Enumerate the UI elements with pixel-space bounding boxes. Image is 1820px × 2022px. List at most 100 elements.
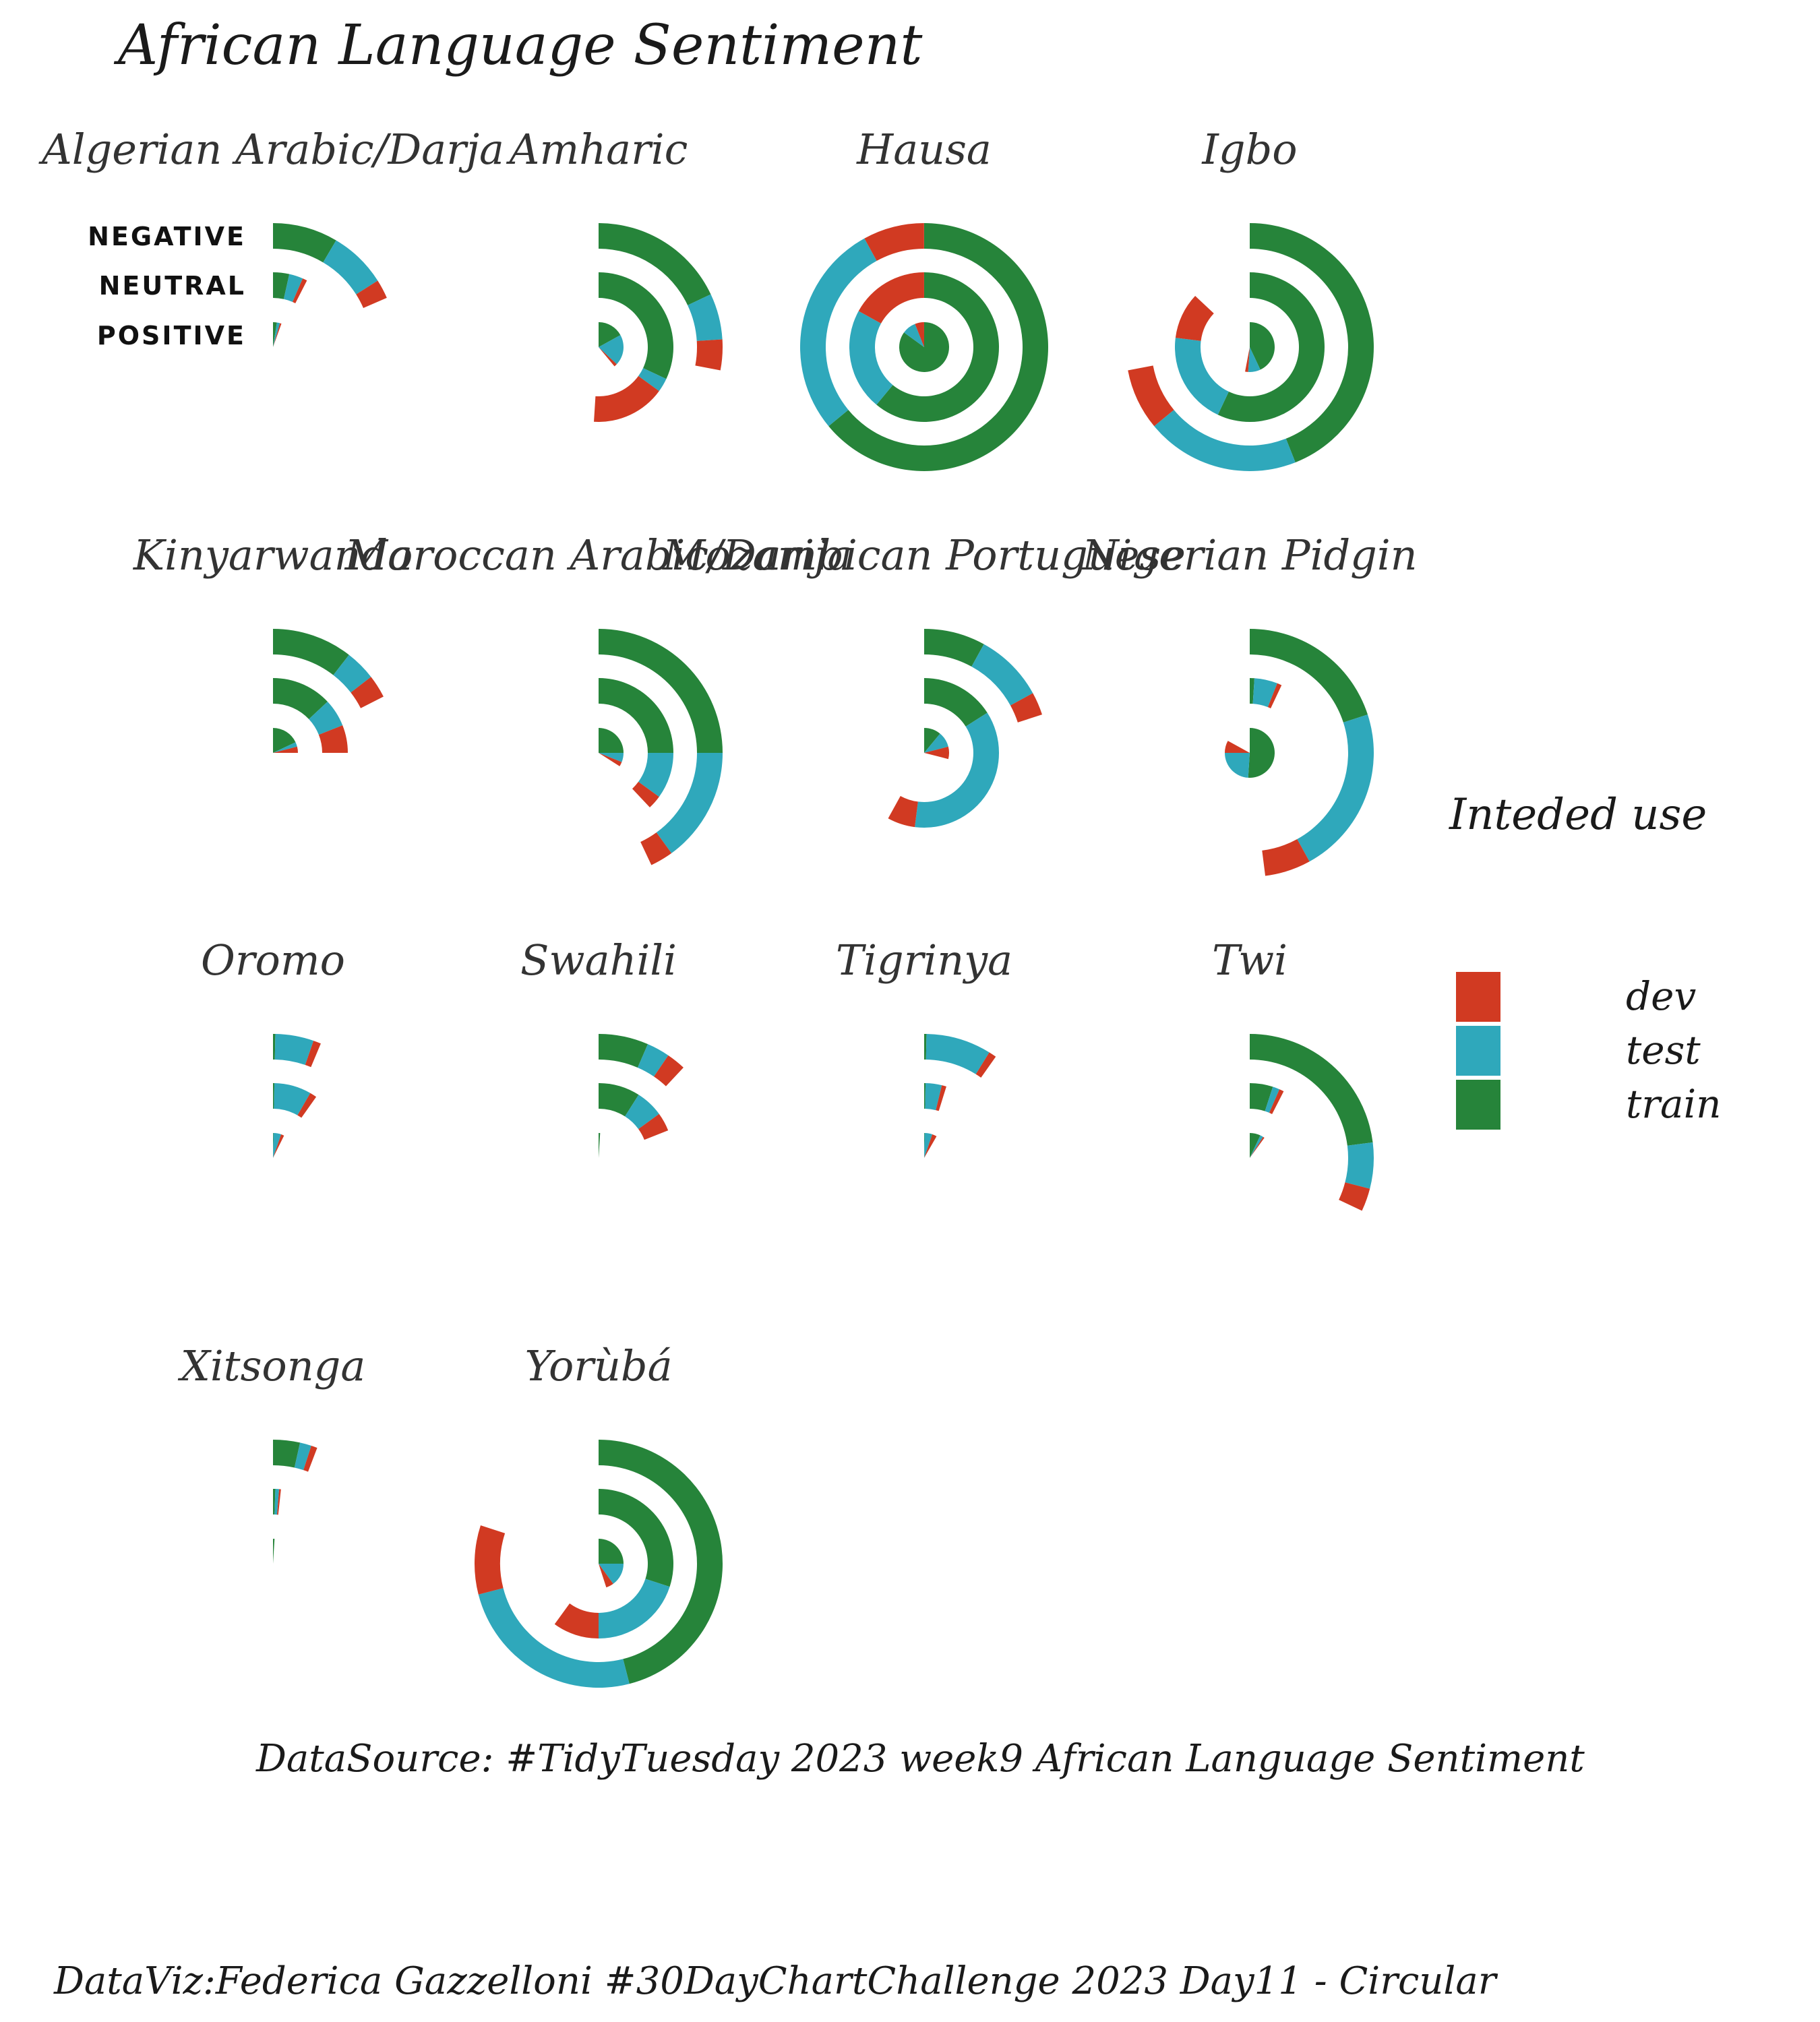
- arc-negative-test: [688, 294, 723, 341]
- arc-positive-train: [924, 1133, 925, 1158]
- arc-negative-train: [828, 223, 1048, 471]
- arc-negative-train: [273, 1034, 276, 1060]
- arc-neutral-test: [274, 1083, 311, 1115]
- arc-positive-test: [273, 1133, 282, 1158]
- arc-positive-train: [599, 1539, 624, 1564]
- arc-neutral-dev: [638, 1113, 669, 1140]
- facet-moroccan-arabic-darija: Moroccan Arabic/Darija: [344, 530, 853, 865]
- arc-positive-train: [273, 728, 296, 753]
- arc-negative-test: [637, 1044, 669, 1077]
- arc-negative-test: [274, 1034, 314, 1066]
- arc-negative-dev: [695, 339, 723, 371]
- arc-neutral-test: [915, 712, 1000, 828]
- facet-title: Tigrinya: [836, 936, 1012, 985]
- arc-positive-dev: [1250, 1136, 1265, 1158]
- arc-positive-dev: [599, 347, 617, 367]
- arc-negative-train: [599, 1440, 723, 1684]
- arc-positive-dev: [915, 322, 924, 347]
- arc-negative-dev: [640, 832, 672, 865]
- arc-negative-test: [1154, 410, 1296, 471]
- arc-positive-train: [273, 322, 277, 347]
- facet-xitsonga: Xitsonga: [178, 1341, 365, 1564]
- facet-title: Nigerian Pidgin: [1081, 530, 1417, 580]
- arc-negative-test: [926, 1034, 990, 1074]
- facet-igbo: Igbo: [1128, 125, 1374, 471]
- facet-title: Igbo: [1201, 125, 1297, 174]
- arc-positive-test: [1248, 347, 1261, 373]
- arc-negative-dev: [356, 280, 387, 309]
- arc-negative-test: [323, 240, 378, 295]
- facet-title: Moroccan Arabic/Darija: [344, 530, 853, 580]
- arc-negative-dev: [305, 1041, 321, 1068]
- facet-title: Hausa: [856, 125, 992, 174]
- arc-positive-train: [599, 728, 624, 753]
- facet-kinyarwanda: Kinyarwanda: [133, 530, 413, 753]
- legend: Inteded use dev test train: [1449, 790, 1722, 1130]
- arc-neutral-test: [638, 368, 667, 392]
- legend-swatch-train: [1456, 1080, 1500, 1130]
- arc-neutral-dev: [292, 278, 307, 303]
- arc-negative-dev: [1010, 693, 1042, 723]
- arc-negative-dev: [864, 223, 924, 262]
- arc-neutral-train: [1250, 1083, 1273, 1111]
- arc-neutral-train: [924, 678, 988, 727]
- arc-neutral-dev: [936, 1085, 946, 1111]
- arc-positive-test: [904, 324, 924, 347]
- arc-positive-dev: [599, 753, 622, 766]
- facet-oromo: Oromo: [201, 936, 345, 1158]
- legend-swatch-dev: [1456, 972, 1500, 1022]
- arc-negative-train: [599, 1034, 648, 1068]
- arc-neutral-train: [924, 1083, 926, 1109]
- legend-label-train: train: [1626, 1081, 1722, 1127]
- arc-neutral-dev: [297, 1093, 317, 1118]
- arc-positive-train: [899, 322, 949, 372]
- arc-negative-train: [1250, 629, 1368, 723]
- arc-negative-test: [478, 1588, 630, 1688]
- arc-neutral-dev: [276, 1489, 281, 1515]
- legend-label-test: test: [1626, 1027, 1701, 1073]
- arc-negative-train: [924, 1034, 927, 1060]
- arc-neutral-train: [876, 272, 1000, 422]
- arc-neutral-test: [1252, 678, 1277, 708]
- facet-grid: Algerian Arabic/Darja Amharic Hausa Igbo Kin…: [38, 125, 1418, 1688]
- arc-neutral-dev: [1175, 296, 1214, 341]
- arc-positive-dev: [273, 1134, 284, 1158]
- arc-negative-dev: [351, 677, 384, 708]
- arc-positive-dev: [1225, 741, 1250, 753]
- arc-neutral-test: [274, 1489, 280, 1515]
- facet-title: Oromo: [201, 936, 345, 985]
- facet-title: Algerian Arabic/Darja: [38, 125, 504, 174]
- arc-positive-dev: [924, 1134, 937, 1158]
- facet-title: Mozambican Portuguese: [662, 530, 1186, 580]
- facet-title: Swahili: [520, 936, 677, 985]
- arc-negative-test: [1345, 1142, 1374, 1189]
- legend-swatch-test: [1456, 1026, 1500, 1076]
- arc-neutral-test: [283, 274, 303, 303]
- arc-neutral-test: [849, 311, 893, 405]
- arc-neutral-test: [599, 1579, 670, 1638]
- facet-algerian-arabic-darja: Algerian Arabic/Darja: [38, 125, 504, 347]
- arc-neutral-dev: [1269, 1089, 1284, 1114]
- arc-negative-train: [924, 629, 984, 667]
- arc-neutral-test: [1265, 1086, 1280, 1113]
- arc-positive-dev: [1245, 347, 1250, 372]
- arc-neutral-dev: [1267, 683, 1282, 708]
- arc-neutral-train: [273, 678, 328, 720]
- facet-title: Twi: [1212, 936, 1287, 985]
- arc-negative-dev: [303, 1446, 317, 1472]
- facet-title: Kinyarwanda: [133, 530, 413, 580]
- arc-neutral-train: [273, 1083, 275, 1109]
- facet-title: Yorùbá: [524, 1341, 672, 1390]
- arc-positive-dev: [273, 746, 298, 753]
- arc-positive-train: [924, 728, 940, 753]
- arc-positive-train: [1250, 1133, 1261, 1158]
- arc-neutral-train: [599, 272, 673, 379]
- legend-title: Inteded use: [1449, 790, 1707, 840]
- arc-positive-test: [273, 322, 280, 347]
- arc-negative-test: [333, 654, 371, 693]
- arc-neutral-test: [925, 1083, 942, 1111]
- facet-twi: Twi: [1212, 936, 1374, 1211]
- arc-negative-test: [656, 753, 723, 853]
- arc-positive-train: [273, 1539, 275, 1564]
